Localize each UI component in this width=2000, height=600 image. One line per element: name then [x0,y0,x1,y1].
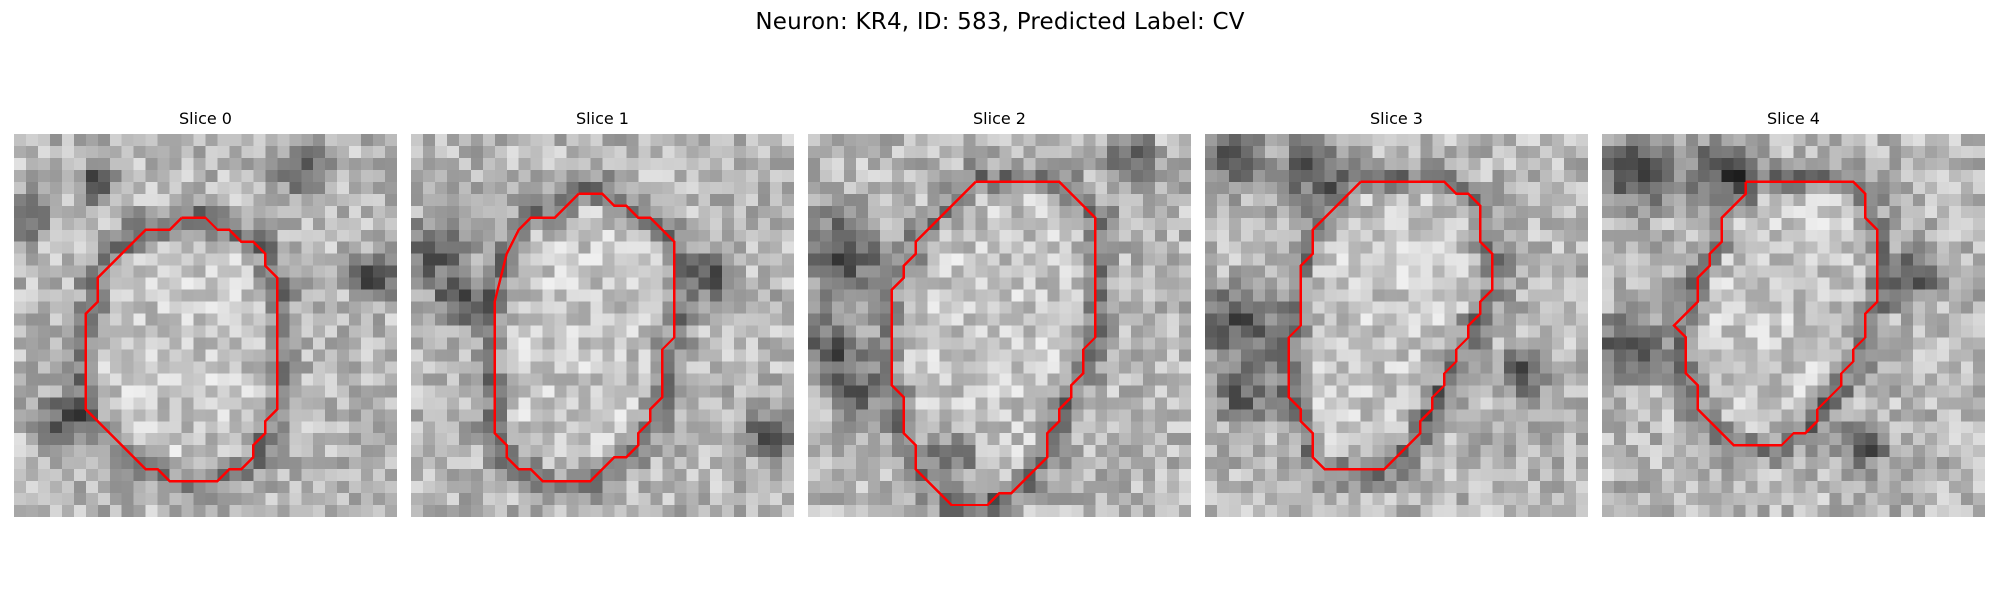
neuron-contour-3 [1287,180,1494,471]
slice-image-3 [1205,134,1588,517]
neuron-contour-1 [493,192,676,483]
slice-image-1 [411,134,794,517]
slice-panel-4: Slice 4 [1602,106,1985,523]
microscopy-pixels-0 [14,134,397,517]
slice-title-2: Slice 2 [973,109,1026,128]
neuron-contour-2 [890,180,1097,507]
slice-panel-2: Slice 2 [808,106,1191,523]
slice-panel-1: Slice 1 [411,106,794,523]
slice-title-3: Slice 3 [1370,109,1423,128]
slice-panel-3: Slice 3 [1205,106,1588,523]
microscopy-pixels-3 [1205,134,1588,517]
microscopy-pixels-4 [1602,134,1985,517]
figure-title: Neuron: KR4, ID: 583, Predicted Label: C… [755,9,1245,35]
slice-image-0 [14,134,397,517]
slice-panel-0: Slice 0 [14,106,397,523]
slice-image-2 [808,134,1191,517]
neuron-contour-0 [84,216,279,483]
slice-title-0: Slice 0 [179,109,232,128]
microscopy-pixels-1 [411,134,794,517]
slice-image-4 [1602,134,1985,517]
neuron-contour-4 [1672,180,1879,447]
microscopy-pixels-2 [808,134,1191,517]
slice-title-1: Slice 1 [576,109,629,128]
slice-title-4: Slice 4 [1767,109,1820,128]
